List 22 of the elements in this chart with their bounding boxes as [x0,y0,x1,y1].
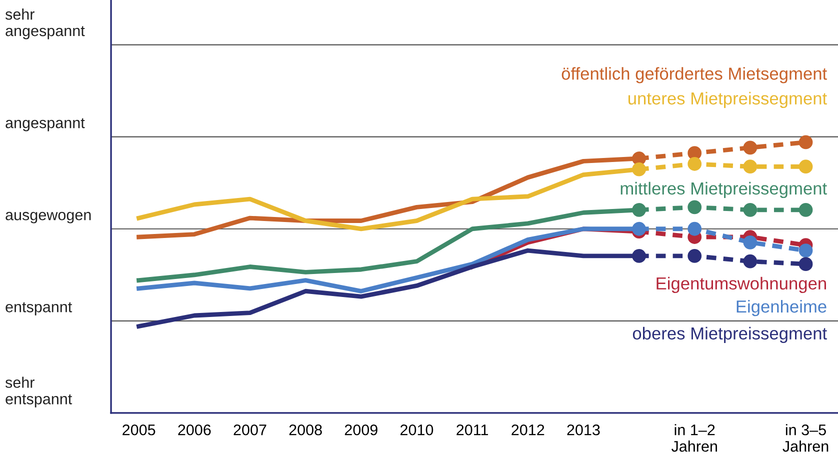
ref-line-label: sehr angespannt [5,8,85,40]
x-tick-label: 2010 [400,424,434,436]
ref-line-label: entspannt [6,302,72,316]
text: öffentlich gefördertes Mietsegment [562,67,827,84]
text: sehr entspannt [5,376,72,408]
text: unteres Mietpreissegment [628,92,827,108]
text: Eigenheime [736,300,826,316]
x-tick-label: 2006 [178,424,211,436]
ref-line-label: angespannt [6,118,85,132]
ref-line-label: ausgewogen [6,212,91,224]
x-tick-label: 2009 [344,424,378,436]
x-tick-label: 2012 [512,424,544,436]
x-tick-label: in 3–5 Jahren [782,424,828,452]
x-tick-label: 2011 [456,424,488,436]
x-tick-label: 2008 [289,424,322,436]
x-tick-label: in 1–2 Jahren [671,424,717,452]
x-tick-label: 2013 [567,424,600,436]
text: Eigentumswohnungen [656,276,826,294]
x-tick-label: 2007 [234,424,266,436]
series-label: mittleres Mietpreissegment [620,182,827,198]
text: oberes Mietpreissegment [632,326,827,343]
x-tick-label: 2005 [122,424,156,436]
